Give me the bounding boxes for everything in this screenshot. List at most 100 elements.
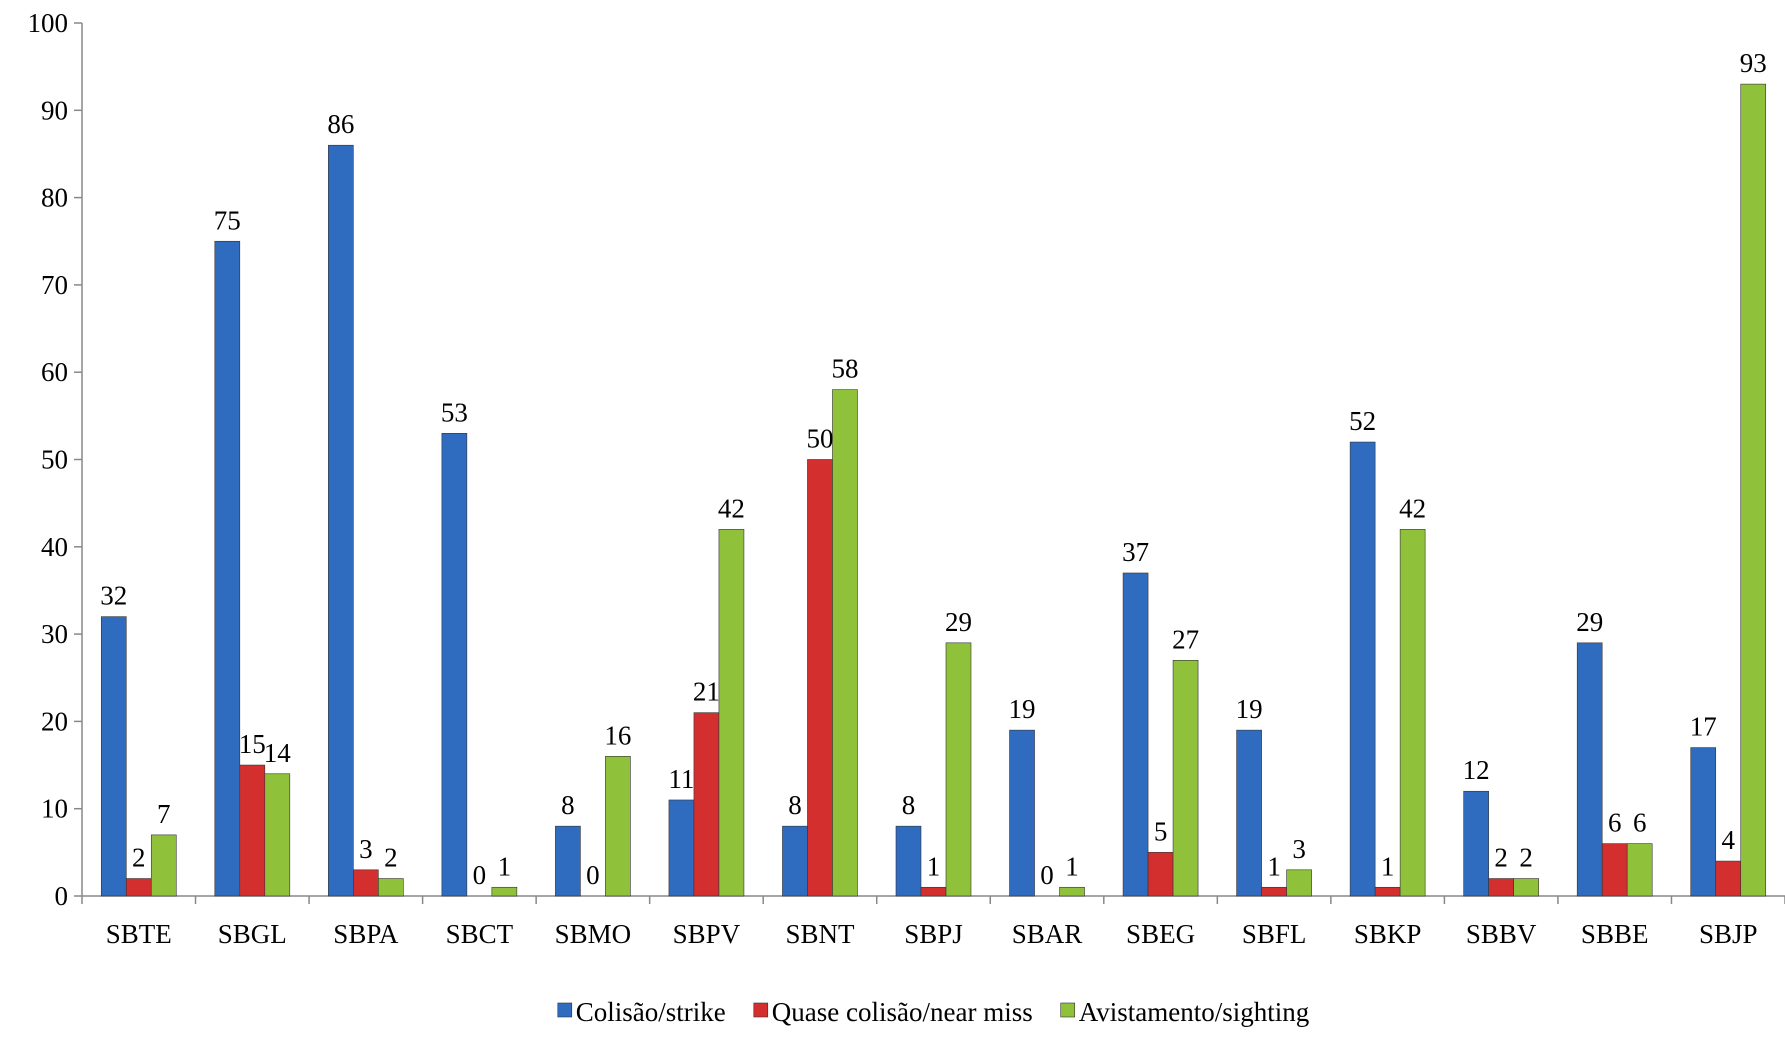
bar [100, 616, 127, 897]
bar [555, 825, 581, 897]
bar [1349, 441, 1376, 897]
bar [782, 825, 808, 897]
x-tick-label: SBFL [1242, 919, 1307, 949]
data-label: 8 [788, 790, 802, 820]
legend-swatch [753, 1002, 769, 1018]
bar [491, 886, 518, 897]
x-tick-label: SBKP [1354, 919, 1422, 949]
data-label: 29 [1576, 607, 1603, 637]
bar [1009, 729, 1035, 897]
data-label: 37 [1122, 537, 1149, 567]
x-tick-label: SBTE [106, 919, 172, 949]
x-tick-label: SBBE [1581, 919, 1649, 949]
x-tick-label: SBPA [333, 919, 399, 949]
bar [1740, 83, 1767, 897]
bar [1690, 747, 1717, 897]
data-label: 2 [132, 843, 146, 873]
legend-label: Quase colisão/near miss [772, 997, 1033, 1027]
y-tick-label: 20 [41, 706, 68, 736]
bar [1715, 860, 1742, 897]
data-label: 6 [1633, 808, 1647, 838]
bar [945, 642, 972, 897]
y-tick-label: 80 [41, 183, 68, 213]
bar [718, 529, 745, 897]
bar [264, 773, 291, 897]
x-tick-label: SBEG [1126, 919, 1195, 949]
data-label: 1 [1267, 851, 1281, 881]
x-tick-label: SBJP [1699, 919, 1758, 949]
data-label: 14 [264, 738, 292, 768]
data-label: 16 [604, 720, 631, 750]
y-tick-label: 10 [41, 794, 68, 824]
data-label: 42 [718, 493, 745, 523]
bar [1122, 572, 1149, 897]
x-tick-label: SBCT [446, 919, 514, 949]
bar [441, 433, 468, 897]
data-label: 1 [498, 851, 512, 881]
bar [1059, 886, 1085, 897]
data-label: 6 [1608, 808, 1622, 838]
x-tick-label: SBNT [785, 919, 855, 949]
bar [920, 886, 947, 897]
legend-label: Avistamento/sighting [1079, 997, 1310, 1027]
y-tick-label: 70 [41, 270, 68, 300]
data-label: 50 [806, 424, 833, 454]
x-tick-label: SBAR [1012, 919, 1083, 949]
y-tick-label: 100 [28, 8, 69, 38]
data-label: 8 [561, 790, 575, 820]
bar [807, 459, 833, 897]
x-tick-label: SBMO [555, 919, 632, 949]
x-tick-label: SBPV [673, 919, 741, 949]
data-label: 42 [1399, 493, 1426, 523]
data-label: 3 [359, 834, 373, 864]
bar [1374, 886, 1401, 897]
bar [668, 799, 695, 897]
data-label: 1 [927, 851, 941, 881]
data-label: 8 [902, 790, 916, 820]
bar [1626, 843, 1653, 897]
bar [328, 144, 354, 897]
bar [1488, 878, 1514, 897]
y-tick-label: 90 [41, 95, 68, 125]
data-label: 0 [586, 860, 600, 890]
bar [1172, 659, 1199, 897]
data-label: 0 [473, 860, 487, 890]
bar [1513, 878, 1539, 897]
bar [832, 389, 858, 897]
bar [1261, 886, 1287, 897]
y-tick-label: 60 [41, 357, 68, 387]
data-label: 2 [1519, 843, 1533, 873]
bar [1601, 843, 1628, 897]
data-label: 75 [214, 205, 241, 235]
legend: Colisão/strike Quase colisão/near miss Avi… [557, 997, 1310, 1027]
data-label: 32 [100, 581, 127, 611]
bar [125, 878, 152, 897]
bar [1147, 852, 1174, 897]
data-label: 86 [327, 109, 354, 139]
x-tick-label: SBGL [218, 919, 287, 949]
y-tick-label: 0 [55, 881, 69, 911]
legend-label: Colisão/strike [576, 997, 726, 1027]
y-tick-label: 40 [41, 532, 68, 562]
data-label: 4 [1721, 825, 1735, 855]
data-label: 21 [693, 677, 720, 707]
data-label: 19 [1009, 694, 1036, 724]
data-label: 29 [945, 607, 972, 637]
y-tick-label: 50 [41, 445, 68, 475]
data-label: 53 [441, 397, 468, 427]
bar [378, 878, 404, 897]
data-label: 11 [668, 764, 694, 794]
data-label: 1 [1381, 851, 1395, 881]
data-label: 2 [384, 843, 398, 873]
bar [150, 834, 177, 897]
data-label: 17 [1690, 712, 1717, 742]
bar [1576, 642, 1603, 897]
data-label: 27 [1172, 624, 1199, 654]
data-label: 0 [1040, 860, 1054, 890]
data-label: 52 [1349, 406, 1376, 436]
data-label: 5 [1154, 816, 1168, 846]
y-tick-label: 30 [41, 619, 68, 649]
bar [239, 764, 266, 897]
bar [605, 756, 631, 897]
bar [353, 869, 379, 897]
